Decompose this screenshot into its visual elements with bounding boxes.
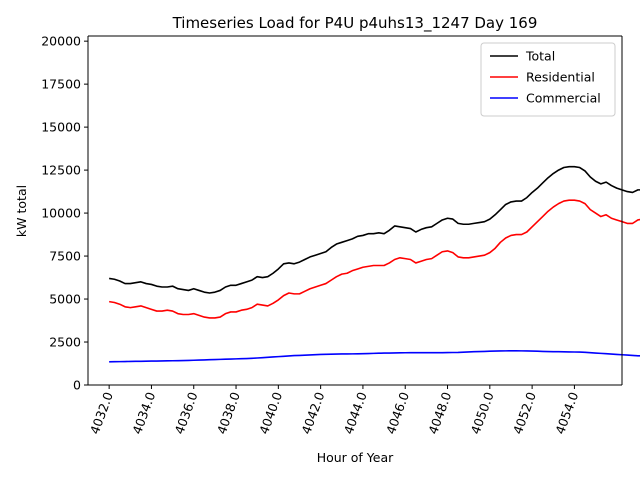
- y-tick-label: 2500: [49, 335, 81, 350]
- legend-label-total: Total: [525, 49, 555, 64]
- y-axis-ticks: 0 2500 5000 7500 10000 12500 15000 17500 20000: [41, 34, 88, 393]
- y-tick-label: 17500: [41, 77, 81, 92]
- y-tick-label: 7500: [49, 249, 81, 264]
- series-layer: [109, 165, 640, 363]
- y-tick-label: 15000: [41, 120, 81, 135]
- y-tick-label: 10000: [41, 206, 81, 221]
- chart-title: Timeseries Load for P4U p4uhs13_1247 Day…: [172, 14, 538, 33]
- axes-layer: [87, 35, 623, 386]
- legend: Total Residential Commercial: [480, 42, 616, 117]
- legend-label-commercial: Commercial: [526, 91, 601, 106]
- y-tick-label: 20000: [41, 34, 81, 49]
- y-tick-label: 12500: [41, 163, 81, 178]
- y-tick-label: 0: [73, 378, 81, 393]
- series-line-residential: [109, 199, 640, 319]
- legend-label-residential: Residential: [526, 70, 595, 85]
- y-tick-label: 5000: [49, 292, 81, 307]
- series-line-total: [109, 165, 640, 294]
- x-axis-label: Hour of Year: [317, 450, 394, 465]
- y-axis-label: kW total: [14, 185, 29, 237]
- series-line-commercial: [109, 349, 640, 363]
